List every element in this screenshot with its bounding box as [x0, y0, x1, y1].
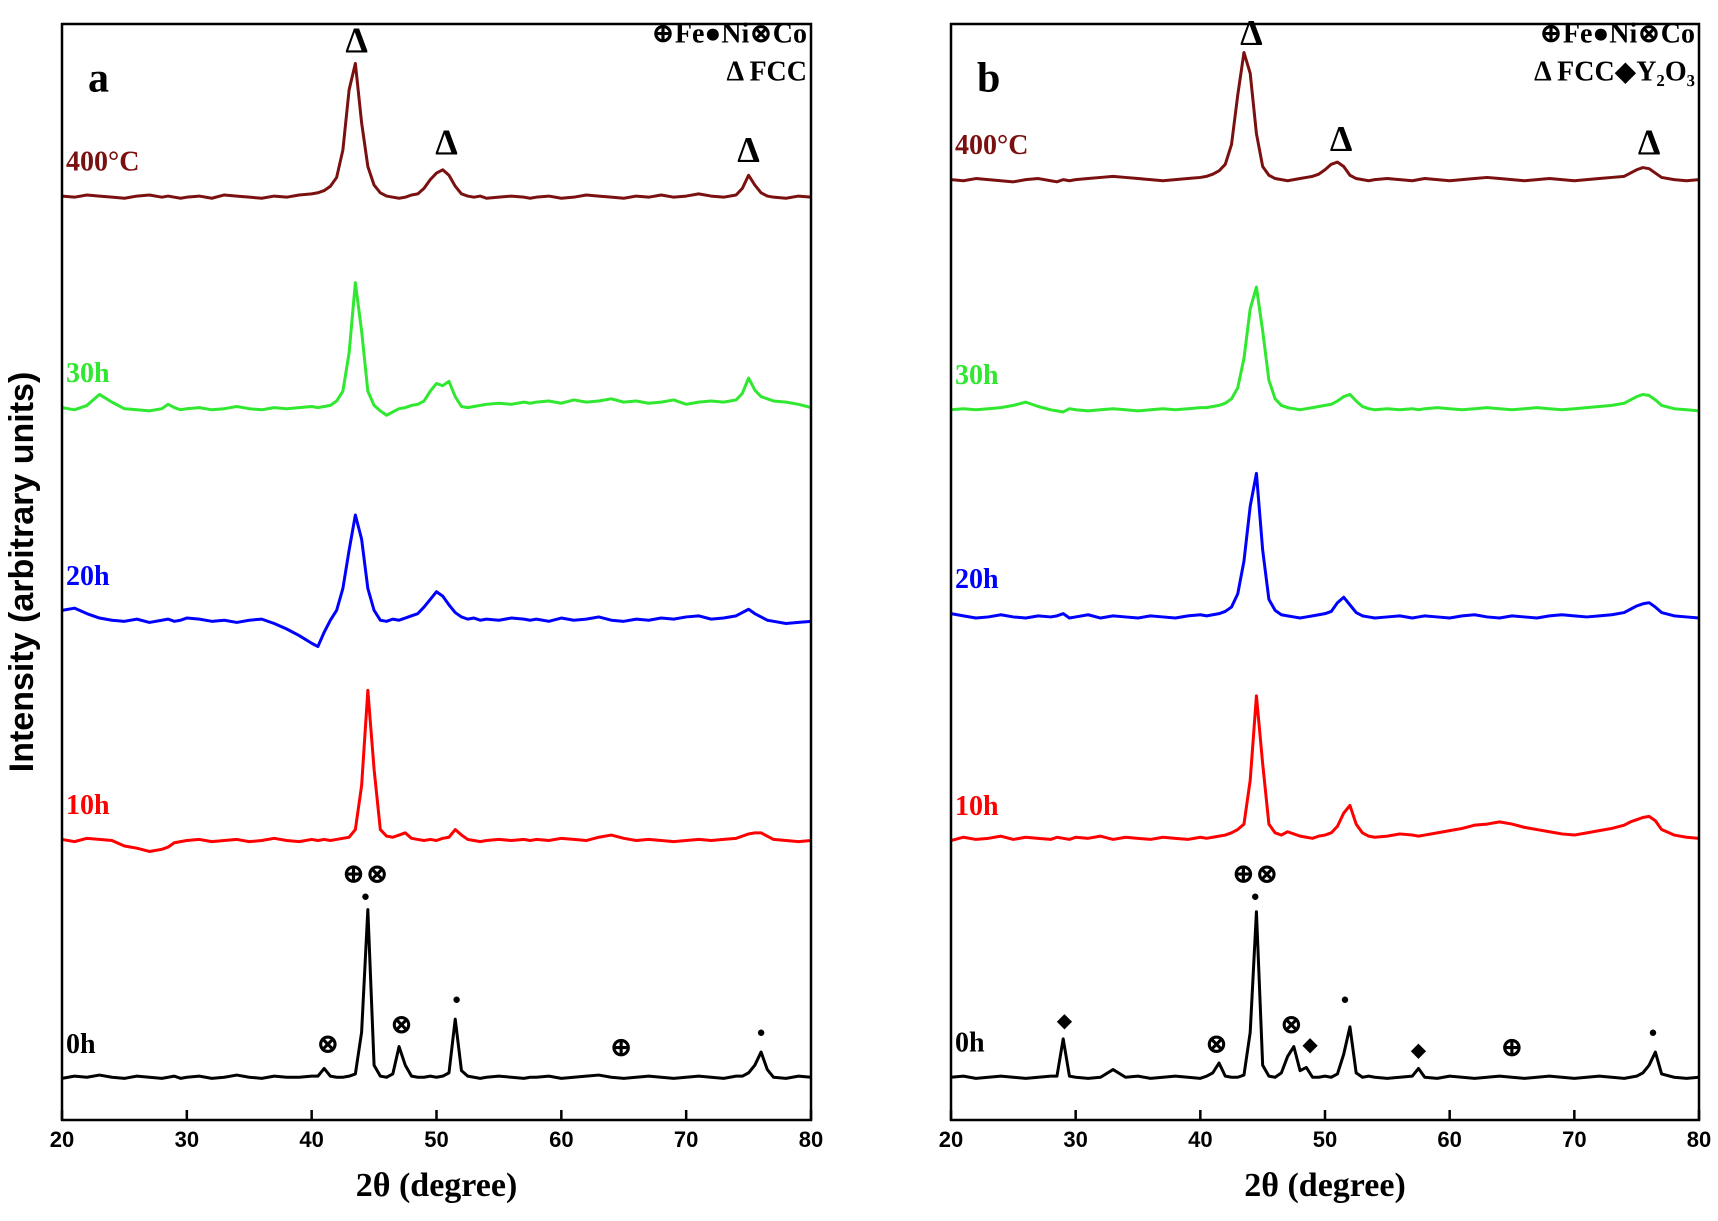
series-label: 30h: [955, 360, 999, 391]
x-tick-label: 70: [1562, 1127, 1586, 1152]
legend-text: Δ FCC◆Y₂O₃: [1534, 56, 1695, 87]
peak-marker: Δ: [345, 20, 368, 60]
x-tick-label: 60: [1437, 1127, 1461, 1152]
peak-marker: ◆: [1057, 1010, 1073, 1032]
series-label: 0h: [955, 1028, 985, 1059]
xrd-trace: [61, 281, 812, 417]
x-tick-label: 20: [50, 1127, 74, 1152]
peak-marker: ⊗: [1280, 1009, 1303, 1040]
x-tick-label: 40: [1188, 1127, 1212, 1152]
x-tick-label: 60: [549, 1127, 573, 1152]
xrd-trace: [950, 694, 1700, 842]
peak-marker: ⊕⊗: [1232, 859, 1279, 890]
peak-marker: ●: [757, 1025, 766, 1041]
peak-marker: Δ: [1330, 119, 1353, 159]
xrd-trace: [61, 908, 812, 1080]
peak-marker: Δ: [1638, 122, 1661, 162]
x-tick-label: 30: [175, 1127, 199, 1152]
series-label: 10h: [66, 790, 110, 821]
legend-text: ⊕Fe●Ni⊗Co: [651, 18, 807, 49]
series-label: 400°C: [955, 130, 1028, 161]
peak-marker: Δ: [1240, 12, 1263, 52]
xrd-trace: [950, 910, 1700, 1080]
x-tick-label: 40: [299, 1127, 323, 1152]
peak-marker: ●: [1340, 992, 1349, 1008]
peak-marker: ⊗: [1205, 1029, 1228, 1060]
panel-label: b: [977, 56, 1000, 102]
series-label: 20h: [66, 561, 110, 592]
x-tick-label: 80: [799, 1127, 823, 1152]
series-label: 10h: [955, 791, 999, 822]
xrd-trace: [61, 61, 812, 200]
peak-marker: ●: [361, 889, 370, 905]
panel: 0h 10h 20h 30h 400°C 20 30 40 50 60 70 80 2θ (degree…: [3, 18, 823, 1203]
y-axis-title: Intensity (arbitrary units): [3, 372, 41, 773]
panel: 0h 10h 20h 30h 400°C 20 30 40 50 60 70 80 2θ (degree…: [939, 12, 1711, 1203]
series-label: 0h: [66, 1029, 96, 1060]
x-tick-label: 50: [424, 1127, 448, 1152]
peak-marker: ◆: [1411, 1040, 1427, 1062]
peak-marker: ●: [452, 992, 461, 1008]
series-label: 400°C: [66, 146, 139, 177]
panel-label: a: [88, 56, 109, 102]
x-axis-title: 2θ (degree): [356, 1167, 518, 1204]
peak-marker: ⊗: [316, 1029, 339, 1060]
peak-marker: ⊕⊗: [342, 859, 389, 890]
peak-marker: Δ: [737, 130, 760, 170]
legend-text: ⊕Fe●Ni⊗Co: [1539, 18, 1695, 49]
x-tick-label: 20: [939, 1127, 963, 1152]
peak-marker: ⊕: [610, 1032, 633, 1063]
series-label: 20h: [955, 564, 999, 595]
plot-frame: [60, 22, 813, 1122]
plot-frame: [949, 22, 1701, 1122]
xrd-trace: [950, 285, 1700, 414]
xrd-trace: [950, 51, 1700, 184]
xrd-trace: [950, 471, 1700, 620]
peak-marker: ◆: [1302, 1034, 1318, 1056]
x-tick-label: 30: [1063, 1127, 1087, 1152]
x-tick-label: 70: [674, 1127, 698, 1152]
series-label: 30h: [66, 358, 110, 389]
x-tick-label: 80: [1687, 1127, 1711, 1152]
peak-marker: ●: [1251, 889, 1260, 905]
x-tick-label: 50: [1313, 1127, 1337, 1152]
legend-text: Δ FCC: [726, 56, 807, 87]
peak-marker: ●: [1648, 1025, 1657, 1041]
peak-marker: ⊕: [1500, 1032, 1523, 1063]
x-axis-title: 2θ (degree): [1244, 1167, 1406, 1204]
peak-marker: ⊗: [390, 1009, 413, 1040]
xrd-trace: [61, 513, 812, 649]
xrd-trace: [61, 688, 812, 853]
peak-marker: Δ: [435, 122, 458, 162]
